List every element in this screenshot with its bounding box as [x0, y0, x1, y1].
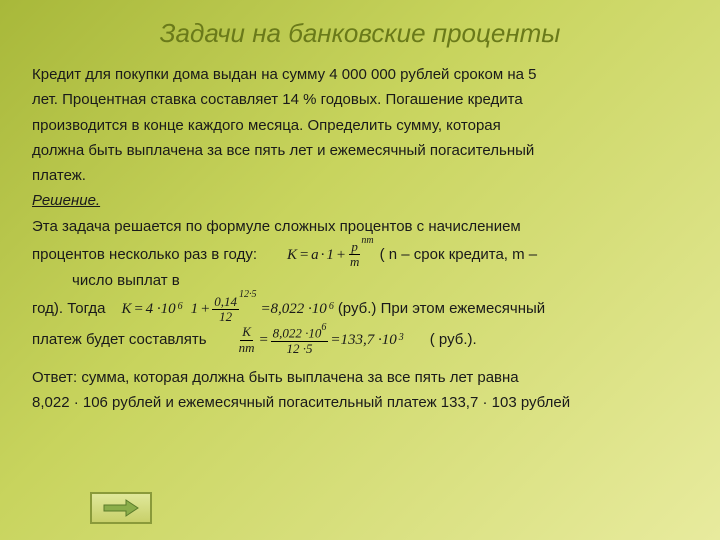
formula-calc-2: К nm = 8,022 ·106 12 ·5 =133,7 ·103	[237, 324, 404, 356]
text: ( n – срок кредита, m –	[380, 243, 538, 267]
answer-line: Ответ: сумма, которая должна быть выплач…	[32, 366, 688, 389]
formula-general: К = a · 1 + p m nm	[287, 240, 376, 270]
content-body: Кредит для покупки дома выдан на сумму 4…	[32, 63, 688, 415]
text: (руб.) При этом ежемесячный	[338, 297, 545, 321]
formula-calc-1: К = 4 ·106 1 + 0,14 12 12·5 =8,022 ·106	[121, 295, 333, 325]
text: платеж будет составлять	[32, 328, 207, 352]
solution-line: число выплат в	[72, 269, 688, 292]
answer-line: 8,022 · 106 рублей и ежемесячный погасит…	[32, 391, 688, 414]
problem-line: Кредит для покупки дома выдан на сумму 4…	[32, 63, 688, 86]
problem-line: производится в конце каждого месяца. Опр…	[32, 114, 688, 137]
solution-line-formula-1: процентов несколько раз в году: К = a · …	[32, 240, 688, 270]
solution-line-formula-3: платеж будет составлять К nm = 8,022 ·10…	[32, 324, 688, 356]
problem-line: должна быть выплачена за все пять лет и …	[32, 139, 688, 162]
next-arrow-button[interactable]	[90, 492, 152, 524]
page-title: Задачи на банковские проценты	[32, 18, 688, 49]
arrow-right-icon	[102, 499, 140, 517]
solution-heading: Решение.	[32, 189, 688, 212]
solution-line-formula-2: год). Тогда К = 4 ·106 1 + 0,14 12 12·5 …	[32, 295, 688, 325]
text: год). Тогда	[32, 297, 105, 321]
text: ( руб.).	[430, 328, 477, 352]
text: процентов несколько раз в году:	[32, 243, 257, 267]
solution-line: Эта задача решается по формуле сложных п…	[32, 215, 688, 238]
problem-line: платеж.	[32, 164, 688, 187]
problem-line: лет. Процентная ставка составляет 14 % г…	[32, 88, 688, 111]
